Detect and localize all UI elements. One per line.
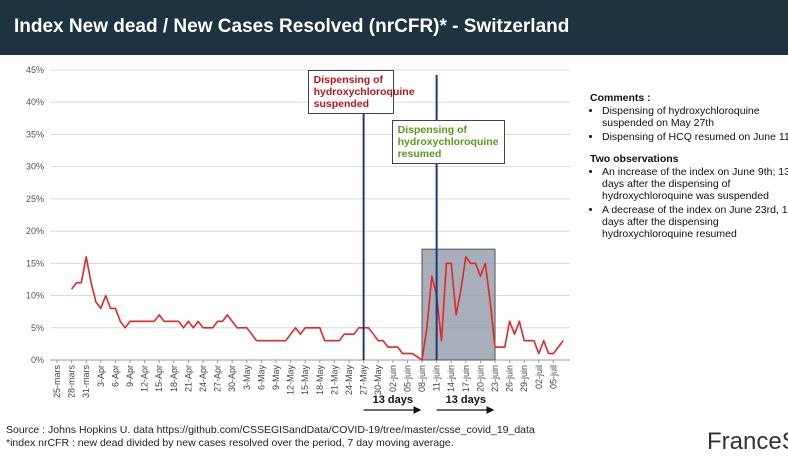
chart-title: Index New dead / New Cases Resolved (nrC… xyxy=(14,16,570,37)
x-tick-label: 12-May xyxy=(286,365,296,396)
source: Source : Johns Hopkins U. data https://g… xyxy=(6,424,535,436)
x-tick-label: 27-May xyxy=(359,365,369,396)
comments-panel: Comments : Dispensing of hydroxychloroqu… xyxy=(590,90,788,250)
x-tick-label: 30-May xyxy=(373,365,383,396)
y-tick-label: 30% xyxy=(26,162,44,172)
x-tick-label: 21-Apr xyxy=(183,365,193,392)
y-tick-label: 15% xyxy=(26,258,44,268)
note: *index nrCFR : new dead divided by new c… xyxy=(6,437,454,449)
comments-heading: Comments : xyxy=(590,92,651,104)
observations-heading: Two observations xyxy=(590,153,679,165)
data-line xyxy=(70,256,564,361)
x-tick-label: 6-May xyxy=(256,365,266,391)
period-label: 13 days xyxy=(446,394,486,406)
y-tick-label: 10% xyxy=(26,291,44,301)
x-tick-label: 28-mars xyxy=(67,365,77,399)
x-tick-label: 6-Apr xyxy=(110,365,120,387)
x-tick-label: 30-Apr xyxy=(227,365,237,392)
x-tick-label: 29-juin xyxy=(519,365,529,392)
x-tick-label: 08-juin xyxy=(417,365,427,392)
x-tick-label: 31-mars xyxy=(81,365,91,399)
y-tick-label: 40% xyxy=(26,97,44,107)
x-tick-label: 12-Apr xyxy=(140,365,150,392)
x-tick-label: 27-Apr xyxy=(213,365,223,392)
logo: FranceS xyxy=(707,428,788,455)
y-tick-label: 20% xyxy=(26,226,44,236)
bullet-item: A decrease of the index on June 23rd, 12… xyxy=(602,204,788,240)
annotation-box: Dispensing of hydroxychloroquine suspend… xyxy=(307,70,415,114)
comments-list: Dispensing of hydroxychloroquine suspend… xyxy=(590,105,788,143)
bullet-item: Dispensing of hydroxychloroquine suspend… xyxy=(602,105,788,129)
y-tick-label: 35% xyxy=(26,129,44,139)
annotation-box: Dispensing of hydroxychloroquine resumed xyxy=(391,120,505,164)
observations-list: An increase of the index on June 9th; 13… xyxy=(590,166,788,240)
x-tick-label: 18-May xyxy=(315,365,325,396)
y-tick-label: 0% xyxy=(31,355,44,365)
x-tick-label: 05-juin xyxy=(402,365,412,392)
x-tick-label: 9-Apr xyxy=(125,365,135,387)
x-tick-label: 23-juin xyxy=(490,365,500,392)
x-tick-label: 3-May xyxy=(242,365,252,391)
x-tick-label: 18-Apr xyxy=(169,365,179,392)
y-tick-label: 45% xyxy=(26,65,44,75)
x-tick-label: 15-Apr xyxy=(154,365,164,392)
x-tick-label: 15-May xyxy=(300,365,310,396)
period-label: 13 days xyxy=(373,394,413,406)
y-tick-label: 5% xyxy=(31,323,44,333)
x-tick-label: 11-juin xyxy=(432,365,442,391)
x-tick-label: 02-juil xyxy=(534,365,544,389)
bullet-item: Dispensing of HCQ resumed on June 11th xyxy=(602,131,788,143)
x-tick-label: 3-Apr xyxy=(96,365,106,387)
x-tick-label: 9-May xyxy=(271,365,281,391)
x-tick-label: 24-Apr xyxy=(198,365,208,392)
x-tick-label: 26-juin xyxy=(505,365,515,392)
x-tick-label: 02-juin xyxy=(388,365,398,392)
x-tick-label: 25-mars xyxy=(52,365,62,399)
bullet-item: An increase of the index on June 9th; 13… xyxy=(602,166,788,202)
x-tick-label: 24-May xyxy=(344,365,354,396)
title-bar: Index New dead / New Cases Resolved (nrC… xyxy=(0,0,788,55)
x-tick-label: 17-juin xyxy=(461,365,471,392)
x-tick-label: 14-juin xyxy=(446,365,456,392)
x-tick-label: 20-juin xyxy=(475,365,485,392)
x-tick-label: 21-May xyxy=(329,365,339,396)
x-tick-label: 05-juil xyxy=(548,365,558,389)
y-tick-label: 25% xyxy=(26,194,44,204)
